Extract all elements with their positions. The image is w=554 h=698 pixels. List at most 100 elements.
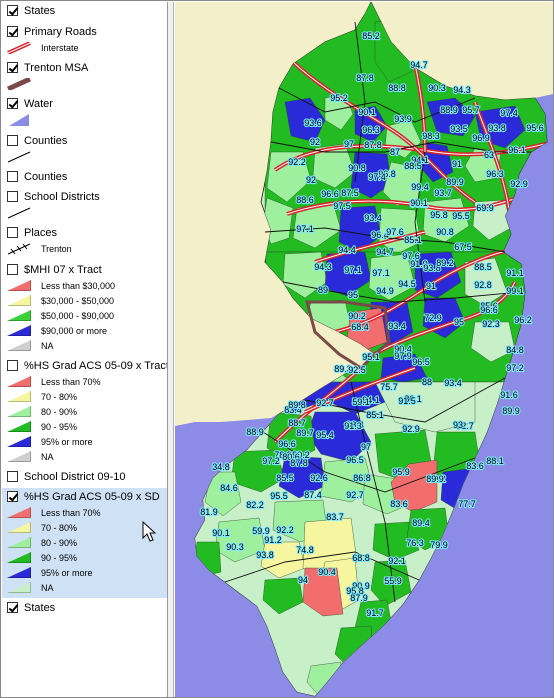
district-value-label: 93.5 [450,124,468,134]
interstate-road-centerline [374,281,516,355]
legend-layer-water[interactable]: Water [2,95,167,127]
legend-layer-places[interactable]: Places Trenton [2,224,167,256]
legend-layer-header[interactable]: Water [2,95,167,112]
district-value-label: 97.1 [296,224,314,234]
district-region [320,457,374,503]
district-value-label: 97.1 [344,265,362,275]
district-value-label: 91.6 [500,390,518,400]
map-canvas[interactable]: 85.2 94.7 87.8 88.8 90.3 94.3 95.2 90.1 88.9 95.7… [175,2,553,697]
legend-layer-states-bottom[interactable]: States [2,599,167,616]
district-region [368,253,416,301]
legend-class-label: $50,000 - $90,000 [41,310,115,321]
legend-class-label: 80 - 90% [41,406,78,417]
layer-visibility-checkbox[interactable] [7,98,18,109]
layer-visibility-checkbox[interactable] [7,227,18,238]
layer-visibility-checkbox[interactable] [7,5,18,16]
layer-visibility-checkbox[interactable] [7,135,18,146]
layer-name-label: States [24,4,56,17]
legend-layer-mhi-tract[interactable]: $MHI 07 x Tract Less than $30,000 $30,000 … [2,261,167,353]
layer-visibility-checkbox[interactable] [7,264,18,275]
legend-layer-states-top[interactable]: States [2,2,167,19]
district-value-label: 90.1 [212,528,230,538]
legend-layer-header[interactable]: Trenton MSA [2,59,167,76]
layer-name-label: Counties [24,170,68,183]
district-value-label: 96.1 [508,145,526,155]
legend-layer-header[interactable]: %HS Grad ACS 05-09 x Tract [2,357,167,374]
district-value-label: 88.6 [296,195,314,205]
district-region [302,567,344,617]
district-value-label: 79.9 [430,540,448,550]
legend-class-label: 80 - 90% [41,537,78,548]
district-value-label: 89.4 [412,518,430,528]
legend-class-row: NA [2,580,167,595]
legend-layer-primary-roads[interactable]: Primary Roads Interstate [2,23,167,55]
legend-class-row: Less than $30,000 [2,278,167,293]
trenton-msa-outline [305,300,391,370]
legend-layer-hsgrad-tract[interactable]: %HS Grad ACS 05-09 x Tract Less than 70% 7… [2,357,167,464]
district-value-label: 95.8 [430,210,448,220]
layer-visibility-checkbox[interactable] [7,360,18,371]
legend-layer-hsgrad-sd[interactable]: %HS Grad ACS 05-09 x SD Less than 70% 70 -… [2,488,167,598]
legend-class-row: $50,000 - $90,000 [2,308,167,323]
legend-symbol-row [2,76,167,91]
layer-visibility-checkbox[interactable] [7,62,18,73]
layer-visibility-checkbox[interactable] [7,171,18,182]
legend-layer-header[interactable]: States [2,2,167,19]
layer-visibility-checkbox[interactable] [7,471,18,482]
legend-layer-header[interactable]: Places [2,224,167,241]
legend-layer-counties-1[interactable]: Counties [2,132,167,164]
layer-visibility-checkbox[interactable] [7,491,18,502]
legend-layer-header[interactable]: School Districts [2,188,167,205]
legend-layer-header[interactable]: %HS Grad ACS 05-09 x SD [2,488,167,505]
legend-class-label: Less than 70% [41,507,101,518]
district-value-label: 95 [454,317,464,327]
layer-visibility-checkbox[interactable] [7,191,18,202]
district-value-label: 86.8 [353,473,371,483]
interstate-road-centerline [274,141,547,171]
water-fill-icon [9,113,29,126]
district-value-label: 85.5 [276,473,294,483]
district-value-label: 92.7 [316,398,334,408]
legend-layer-header[interactable]: $MHI 07 x Tract [2,261,167,278]
district-value-label: 90.3 [226,542,244,552]
district-region [260,541,306,579]
legend-color-swatch [7,552,31,563]
district-value-label: 97.6 [402,251,420,261]
district-value-label: 92.2 [288,157,306,167]
district-value-label: 92.5 [348,365,366,375]
legend-layer-header[interactable]: Primary Roads [2,23,167,40]
legend-layer-header[interactable]: School District 09-10 [2,468,167,485]
county-boundary-line [264,227,506,253]
district-value-label: 95.6 [526,123,544,133]
district-region [370,559,412,607]
district-value-label: 88.7 [288,418,306,428]
interstate-road-centerline [292,61,476,203]
layer-name-label: Water [24,97,53,110]
district-value-label: 88.8 [388,83,406,93]
legend-color-swatch [7,376,31,387]
district-region [284,97,326,143]
legend-layer-header[interactable]: States [2,599,167,616]
legend-panel[interactable]: States Primary Roads Interstate Trenton MSA… [2,2,168,697]
legend-layer-school-district-0910[interactable]: School District 09-10 [2,468,167,485]
legend-class-row: 70 - 80% [2,389,167,404]
legend-layer-school-districts[interactable]: School Districts [2,188,167,220]
legend-layer-trenton-msa[interactable]: Trenton MSA [2,59,167,91]
district-value-label: 95 [348,290,358,300]
district-value-label: 97 [361,442,371,452]
district-value-label: 92.2 [276,525,294,535]
district-value-label: 59.1 [352,397,370,407]
district-value-label: 96.3 [486,169,504,179]
district-value-label: 72.9 [424,313,442,323]
legend-color-swatch [7,340,31,351]
district-value-label: 94 [298,575,308,585]
legend-scrollbar[interactable] [168,2,174,697]
legend-class-row: 70 - 80% [2,520,167,535]
district-value-label: 92.9 [510,179,528,189]
district-value-label: 91 [452,159,462,169]
layer-visibility-checkbox[interactable] [7,26,18,37]
legend-layer-header[interactable]: Counties [2,132,167,149]
legend-layer-header[interactable]: Counties [2,168,167,185]
layer-visibility-checkbox[interactable] [7,602,18,613]
legend-layer-counties-2[interactable]: Counties [2,168,167,185]
